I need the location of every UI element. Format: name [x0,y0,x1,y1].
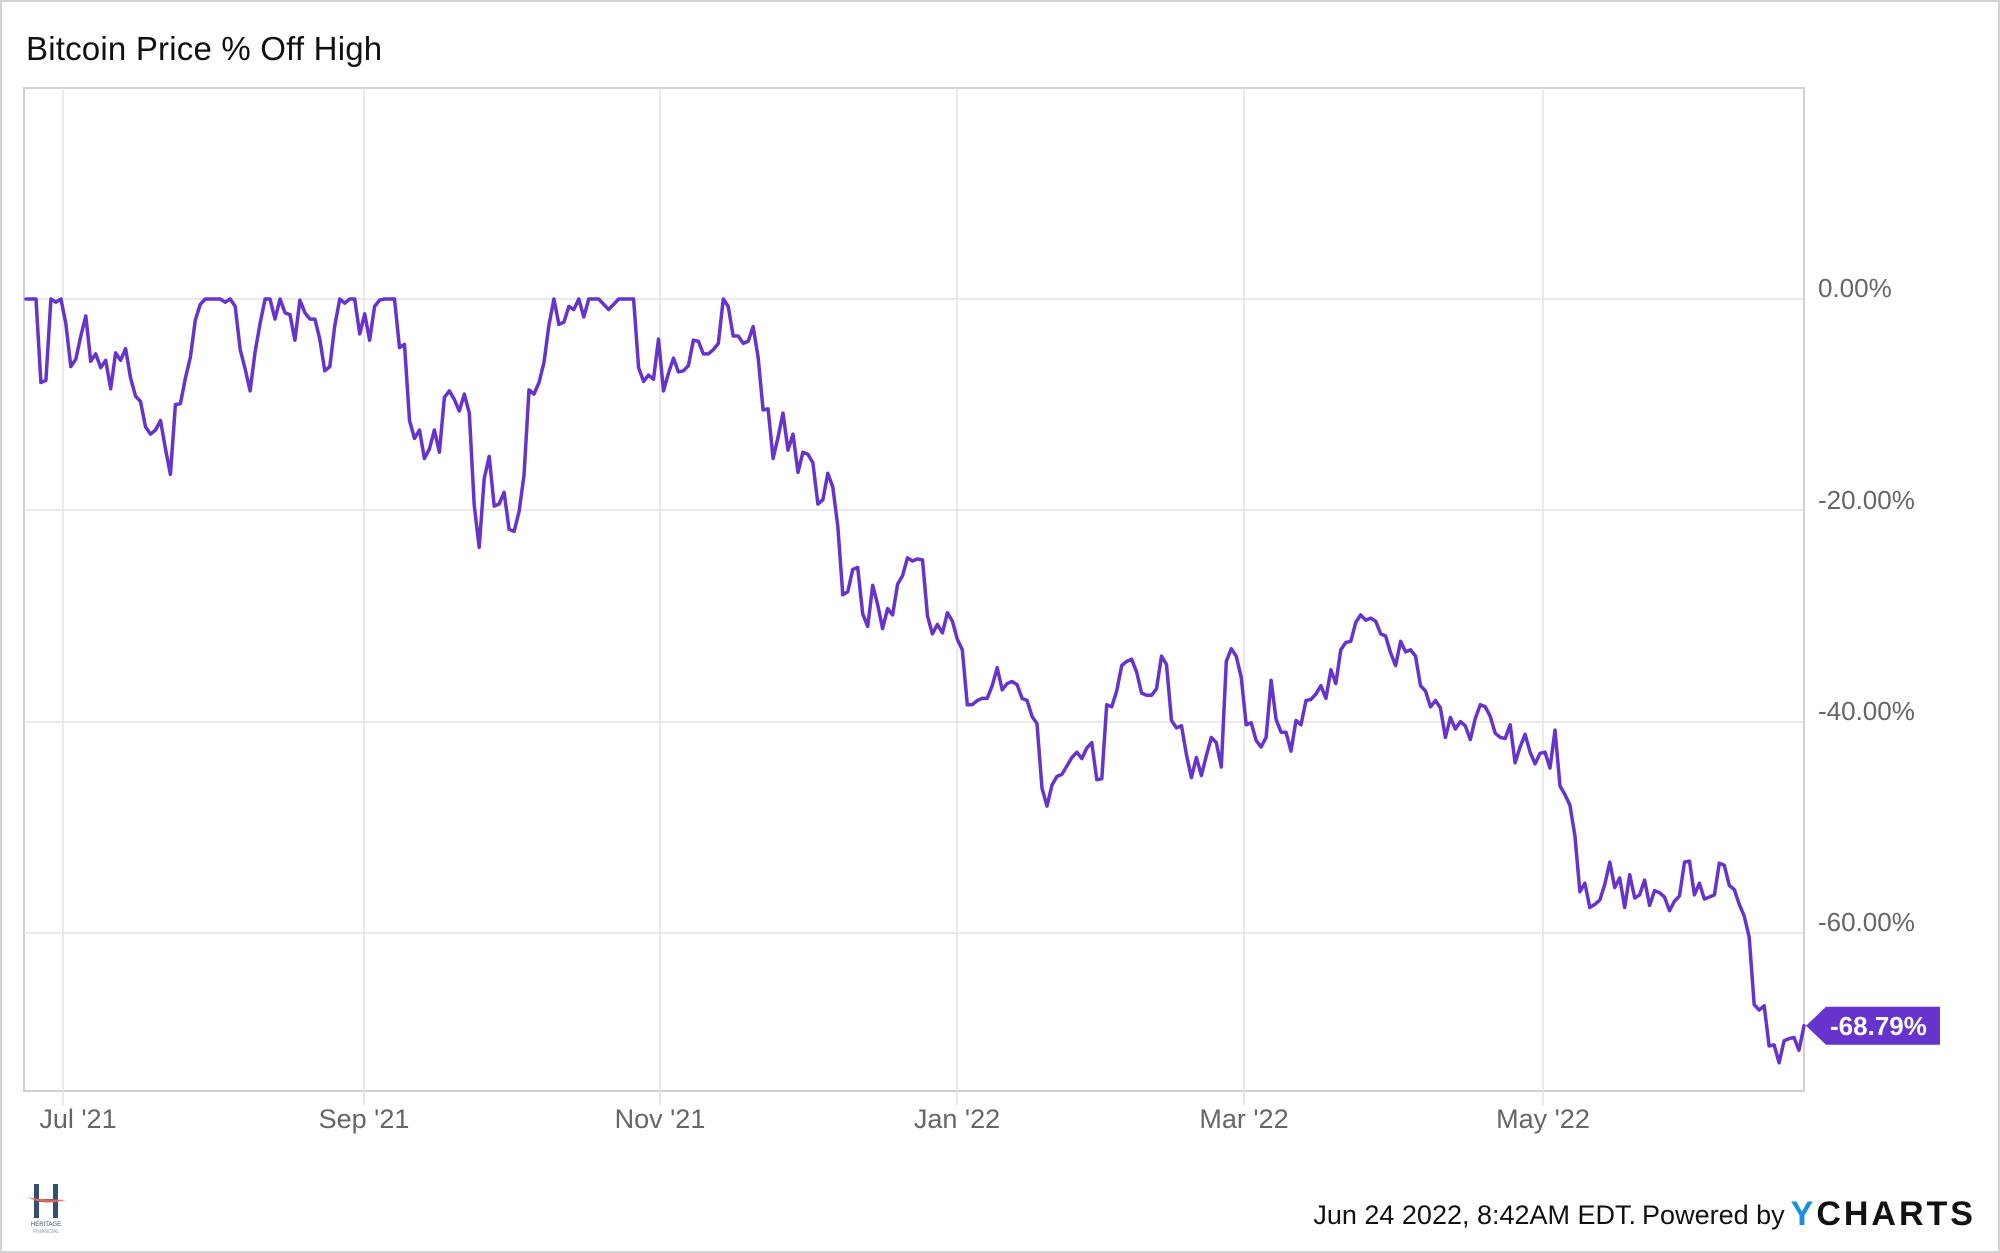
vertical-gridlines [62,88,1544,1105]
footer-timestamp: Jun 24 2022, 8:42AM EDT. [1313,1200,1637,1230]
horizontal-gridlines [24,298,1804,934]
x-tick-label: May '22 [1496,1104,1590,1134]
last-value-tag-shape [1806,1006,1940,1045]
chart-title: Bitcoin Price % Off High [26,30,383,67]
x-tick-label: Mar '22 [1199,1104,1288,1134]
x-tick-label: Nov '21 [615,1104,706,1134]
logo-name: HERITAGE [31,1222,61,1228]
ycharts-logo-y: Y [1790,1195,1817,1233]
y-tick-label: -20.00% [1818,485,1915,515]
last-value-label: -68.79% [1830,1011,1927,1041]
x-tick-label: Sep '21 [319,1104,410,1134]
last-value-tag: -68.79% [1806,1006,1940,1045]
x-tick-label: Jul '21 [39,1104,116,1134]
heritage-financial-logo: HERITAGE FINANCIAL [28,1184,66,1235]
logo-sub: FINANCIAL [33,1229,59,1235]
y-tick-label: 0.00% [1818,273,1892,303]
y-tick-label: -60.00% [1818,907,1915,937]
price-off-high-line [24,297,1806,1065]
y-tick-label: -40.00% [1818,696,1915,726]
ycharts-logo[interactable]: YCHARTS [1791,1197,1976,1231]
plot-frame [23,87,1805,1092]
ycharts-logo-text: CHARTS [1816,1195,1976,1233]
logo-feather-icon [28,1197,66,1203]
x-tick-label: Jan '22 [914,1104,1000,1134]
footer-powered-by: Powered by [1642,1200,1785,1230]
footer: Jun 24 2022, 8:42AM EDT. Powered by YCHA… [1313,1197,1976,1231]
